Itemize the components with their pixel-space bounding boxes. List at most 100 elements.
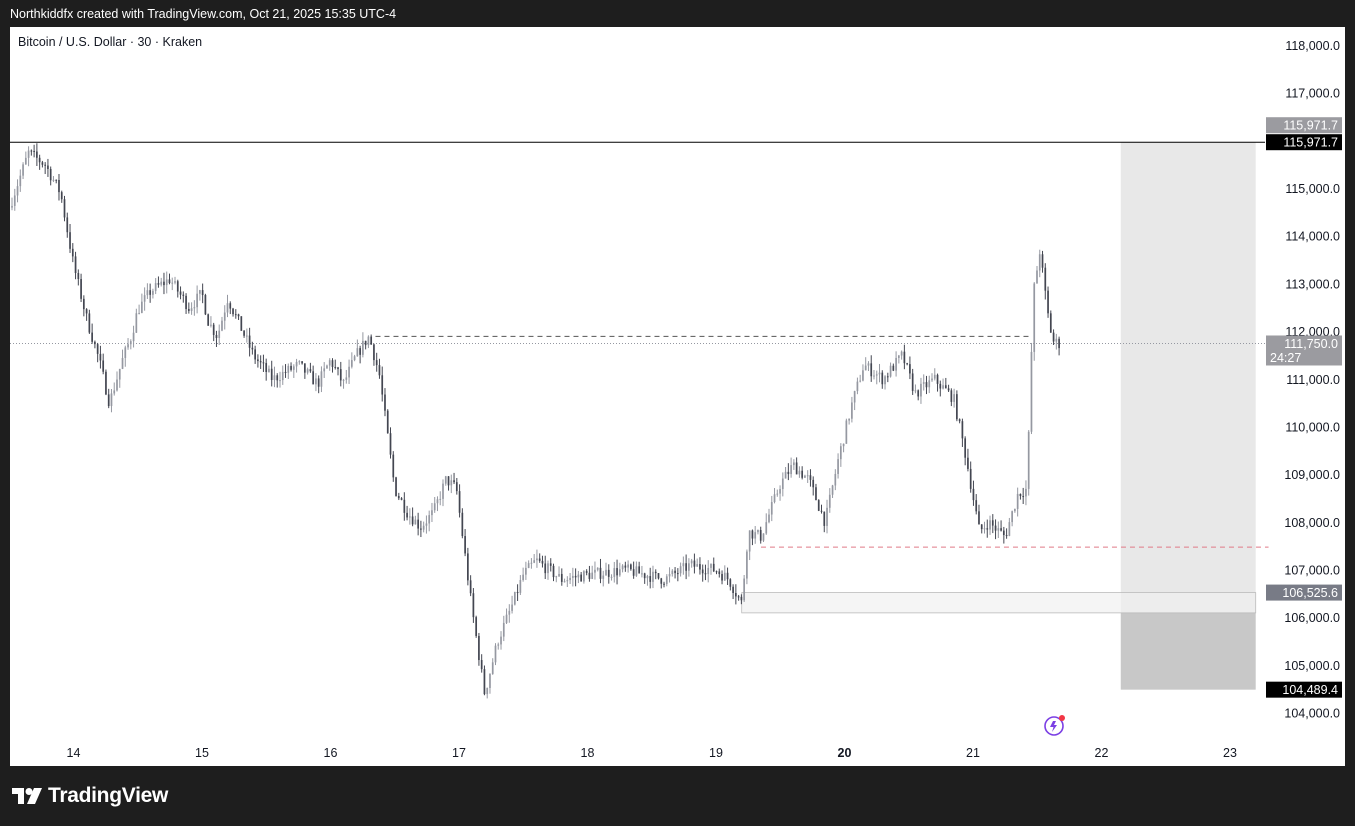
candle-body (911, 373, 914, 391)
candle-body (254, 349, 256, 360)
candle-body (663, 583, 665, 585)
candle-body (549, 563, 552, 566)
candle (936, 373, 939, 392)
candle-body (715, 571, 718, 573)
candle-body (870, 363, 873, 377)
candle-body (237, 314, 240, 317)
candle (961, 418, 964, 447)
y-tick-label: 106,000.0 (1284, 611, 1340, 625)
candle-body (1002, 530, 1005, 536)
chart-frame[interactable]: 118,000.0 117,000.0 115,000.0 114,000.0 113,… (10, 27, 1345, 766)
candle (657, 573, 660, 580)
candle (630, 563, 632, 571)
candle-body (1033, 283, 1036, 352)
x-tick-label: 18 (581, 746, 595, 760)
candle-body (497, 644, 500, 646)
candle (146, 283, 149, 299)
candle (243, 329, 245, 338)
candle (69, 223, 71, 253)
candle (721, 570, 723, 585)
candle-body (403, 499, 406, 513)
candle (400, 497, 403, 501)
candle (154, 278, 157, 295)
candle-body (11, 205, 13, 208)
candle (665, 574, 668, 587)
candle-body (878, 372, 881, 375)
candle-body (273, 375, 276, 381)
candle (494, 643, 497, 666)
candle-body (734, 593, 737, 597)
price-tag-resistance: 115,971.7 (1266, 134, 1342, 151)
candle-body (309, 369, 312, 372)
candle (96, 342, 99, 363)
candle-body (467, 553, 469, 581)
candle (1008, 517, 1011, 537)
candle-body (729, 579, 732, 587)
candle-body (458, 491, 461, 513)
candle (798, 466, 801, 478)
candle (1011, 510, 1013, 527)
candle (768, 508, 770, 524)
candle-body (674, 570, 676, 574)
candle-body (574, 575, 577, 578)
candle (102, 353, 105, 375)
candle-body (505, 614, 508, 623)
candle-body (837, 459, 839, 474)
footer-brand-text: TradingView (48, 784, 169, 807)
candle (204, 293, 207, 316)
footer-brand[interactable]: TradingView (12, 784, 168, 808)
candle-body (359, 348, 361, 355)
candle-body (823, 511, 826, 526)
candle-body (759, 530, 762, 541)
price-tag-zone-top-label: 115,971.7 (1283, 119, 1338, 133)
candle-body (900, 351, 903, 356)
candle (1027, 430, 1030, 496)
candle (544, 555, 547, 580)
y-tick-label: 115,000.0 (1285, 182, 1340, 196)
candle-body (1019, 493, 1022, 497)
candle-body (234, 314, 237, 316)
candle (392, 451, 395, 482)
candle (455, 478, 458, 495)
candle (337, 366, 339, 376)
candle (353, 354, 356, 362)
candle-body (723, 572, 726, 581)
candle (671, 569, 674, 577)
candle-body (38, 157, 41, 163)
y-tick-label: 104,000.0 (1284, 707, 1340, 721)
candle (1058, 336, 1060, 356)
candle-body (127, 344, 129, 348)
candle (312, 365, 315, 385)
candle (842, 443, 845, 453)
candle (431, 502, 433, 523)
candle (801, 466, 804, 480)
candle-body (179, 291, 182, 295)
candle (179, 286, 182, 300)
candle (298, 360, 301, 365)
replay-sparkle-icon[interactable] (1044, 715, 1065, 736)
candle (972, 480, 975, 506)
candle-body (1011, 511, 1013, 523)
candle (682, 556, 685, 575)
candle-body (859, 380, 862, 382)
candle (301, 361, 303, 365)
candle (124, 345, 127, 367)
candle (483, 665, 486, 696)
candle (331, 358, 334, 373)
candle (304, 363, 306, 379)
candle (881, 370, 884, 389)
candle-body (851, 402, 853, 419)
candle-body (334, 366, 337, 368)
candle (367, 335, 370, 349)
candle (323, 362, 326, 378)
candle-body (270, 368, 273, 381)
candle (478, 632, 480, 666)
candle-body (856, 381, 859, 392)
candle-body (627, 564, 629, 568)
candle-body (679, 566, 682, 574)
candle-body (257, 359, 259, 362)
candle (168, 273, 171, 285)
candle-body (276, 375, 279, 381)
chart-svg[interactable]: 118,000.0 117,000.0 115,000.0 114,000.0 113,… (10, 27, 1345, 766)
candle-body (781, 478, 784, 490)
